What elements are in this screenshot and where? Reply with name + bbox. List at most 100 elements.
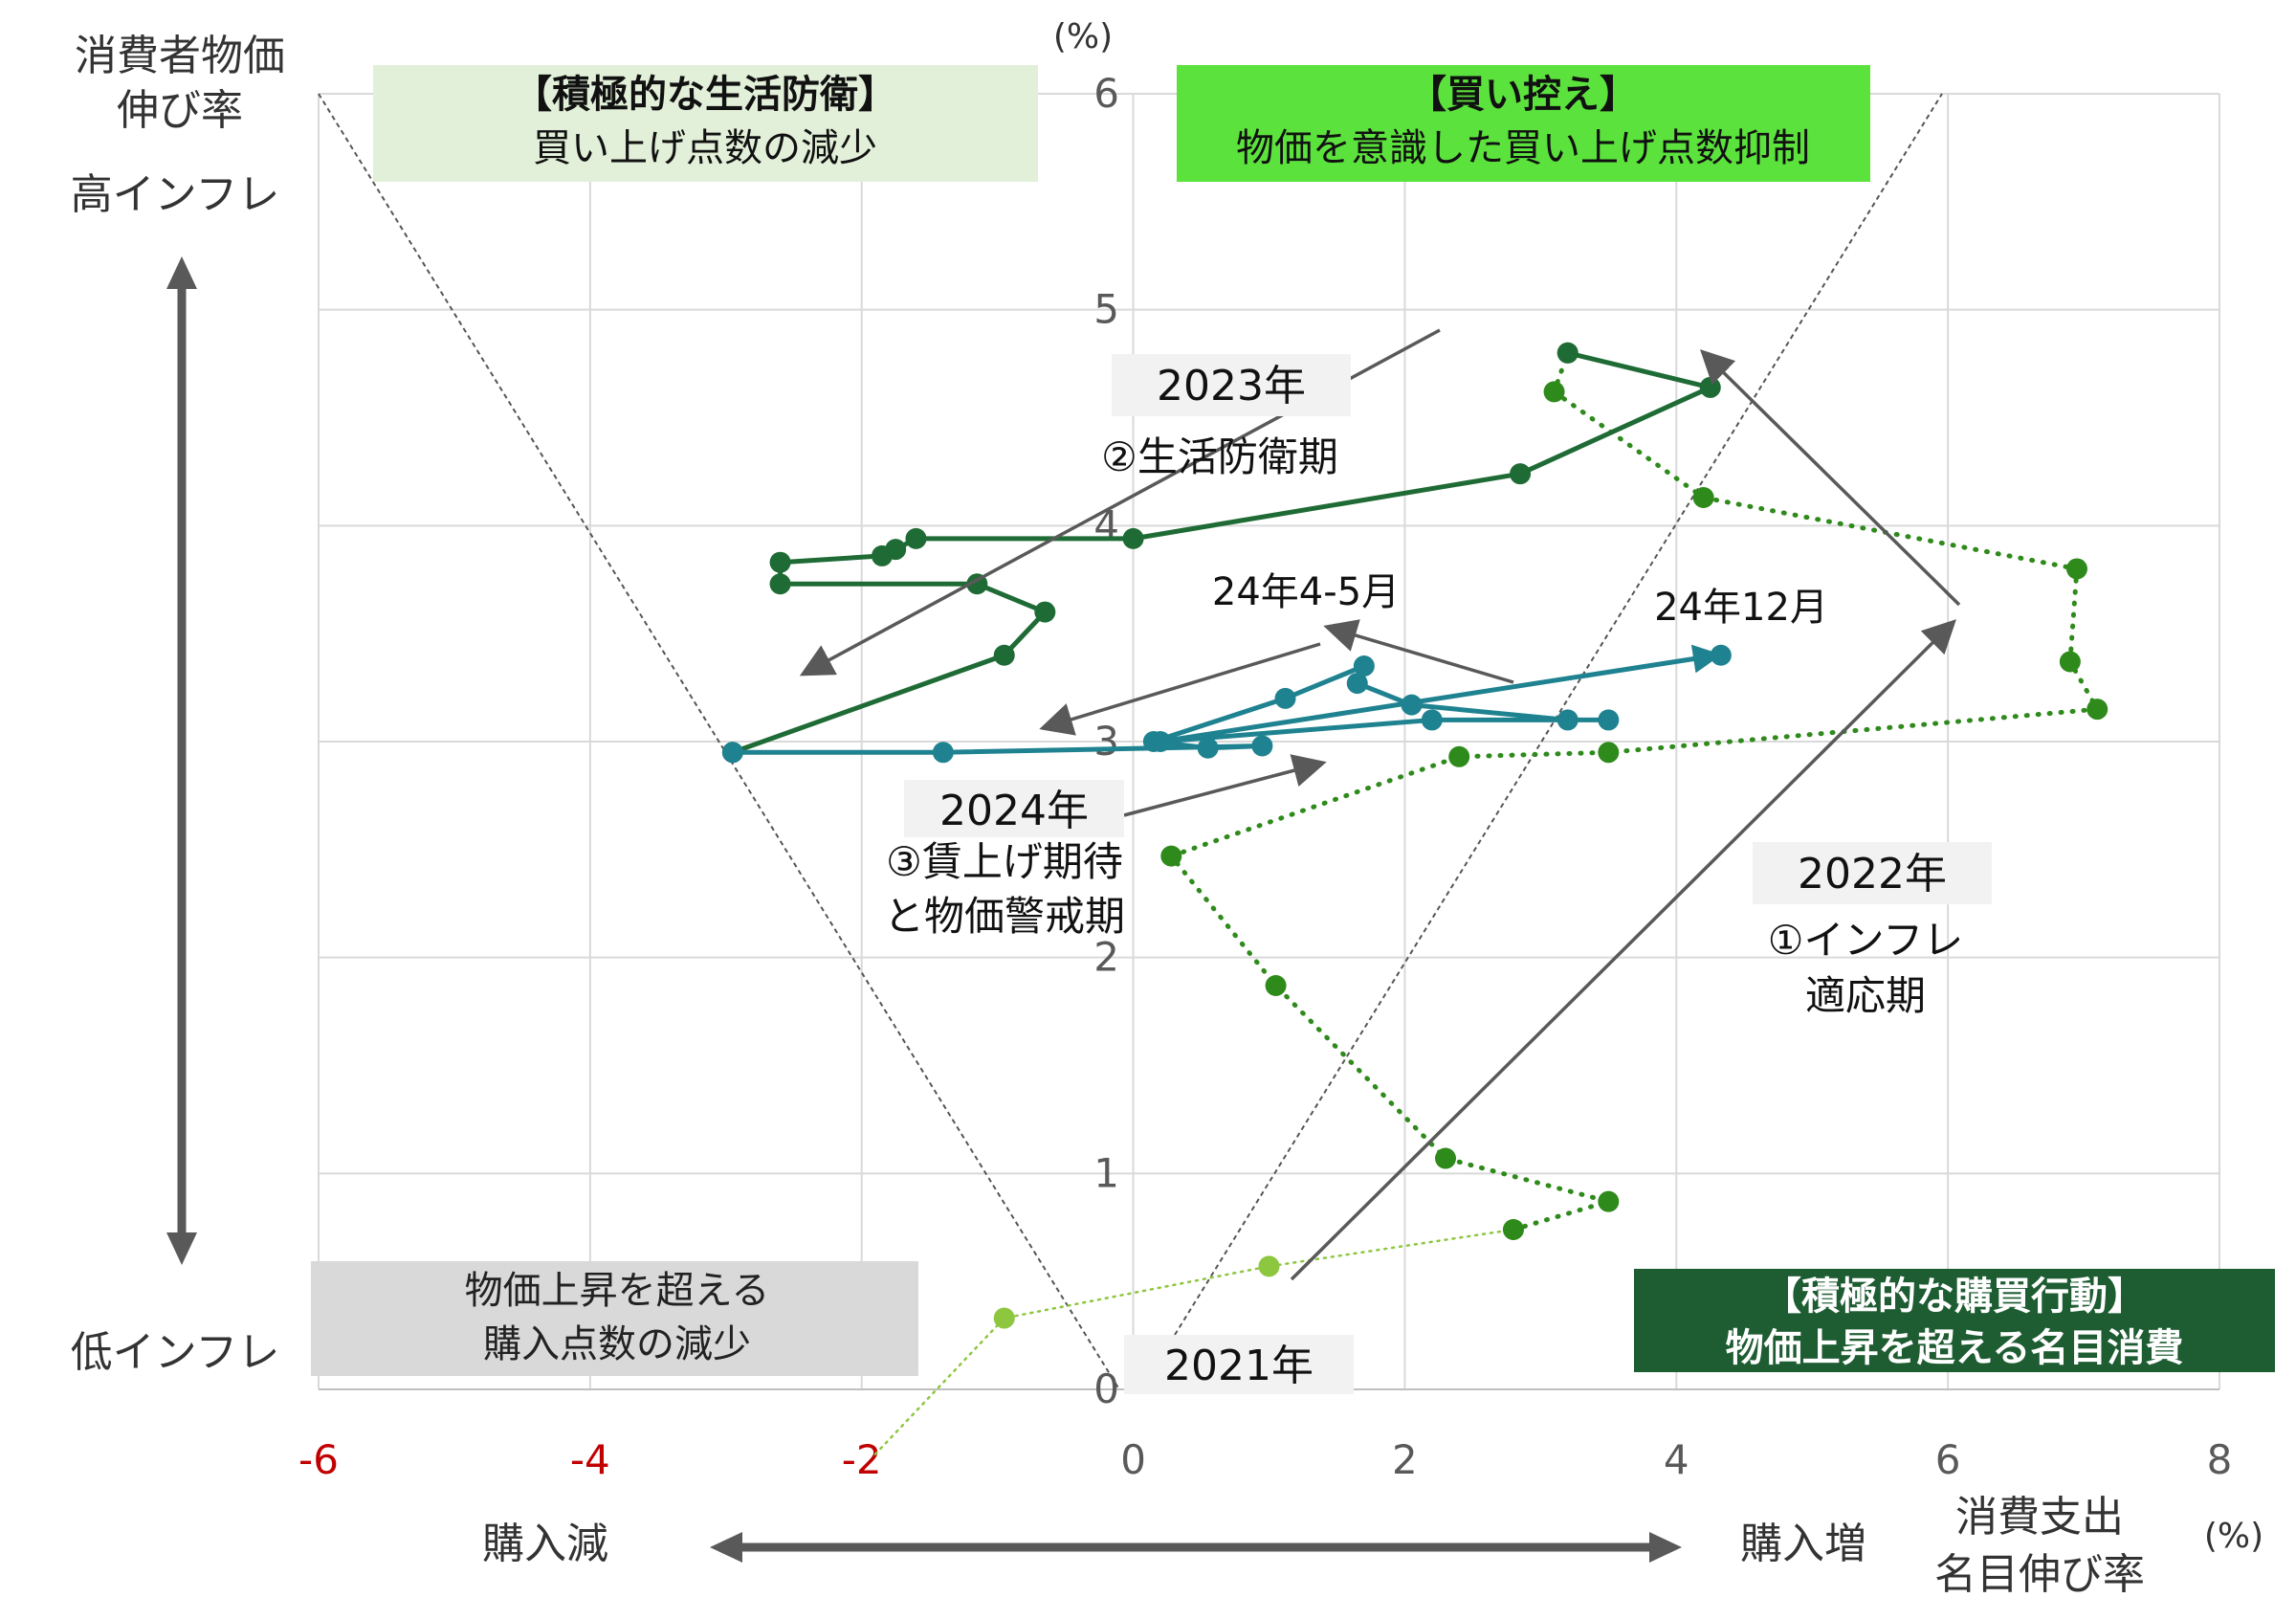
data-point [1251, 735, 1273, 757]
label-2023-year: 2023年 [1157, 362, 1306, 411]
quadrant-bottom-left-line2: 購入点数の減少 [483, 1322, 751, 1366]
data-point [2059, 651, 2081, 673]
data-point [769, 551, 791, 573]
guide-line-left-diagonal [318, 93, 1120, 1390]
quadrant-bottom-right-line2: 物価上昇を超える名目消費 [1726, 1326, 2184, 1370]
y-unit-label: (%) [1053, 17, 1113, 56]
x-axis-title-line1: 消費支出 [1955, 1493, 2124, 1542]
data-point [1122, 527, 1144, 549]
data-point [905, 527, 927, 549]
label-2022-line2: 適応期 [1805, 972, 1926, 1019]
y-axis-low-label: 低インフレ [71, 1328, 280, 1377]
quadrant-bottom-right-line1: 【積極的な購買行動】 [1763, 1275, 2146, 1319]
label-24-4-5: 24年4-5月 [1212, 570, 1400, 614]
x-unit-label: (%) [2204, 1517, 2263, 1556]
label-2024-line1: ③賃上げ期待 [886, 838, 1123, 885]
series-line [1168, 350, 2100, 1232]
data-point [1699, 376, 1721, 398]
series-line [873, 1228, 1515, 1455]
x-tick-label: 6 [1935, 1436, 1961, 1483]
y-axis-arrowhead-up [166, 256, 197, 289]
label-2022-year: 2022年 [1798, 850, 1947, 899]
quadrant-top-left-subtitle: 買い上げ点数の減少 [533, 126, 877, 170]
x-tick-label: 2 [1392, 1436, 1418, 1483]
data-point [1274, 687, 1296, 709]
arrow-2022-up [1290, 619, 1956, 1281]
x-tick-label: -4 [570, 1436, 610, 1483]
y-tick-label: 5 [1093, 286, 1119, 333]
data-point [769, 573, 791, 595]
label-2022-line1: ①インフレ [1768, 917, 1963, 964]
quadrant-top-left-title: 【積極的な生活防衛】 [514, 73, 896, 117]
data-point [1435, 1147, 1457, 1169]
quadrant-top-right-subtitle: 物価を意識した買い上げ点数抑制 [1236, 126, 1810, 170]
data-point [1710, 644, 1732, 666]
label-2024-year: 2024年 [939, 787, 1089, 835]
quadrant-bottom-left-box [311, 1261, 918, 1376]
quadrant-top-left-box [373, 65, 1038, 182]
x-tick-label: -2 [842, 1436, 882, 1483]
data-point [1598, 1190, 1620, 1212]
data-point [1448, 745, 1470, 767]
label-2024-box [904, 780, 1124, 837]
data-series [721, 342, 2108, 1455]
data-point [2086, 699, 2108, 721]
data-point [1421, 709, 1443, 731]
x-axis-right-label: 購入増 [1740, 1520, 1866, 1568]
arrow-2024-right [1123, 754, 1327, 817]
data-point [1197, 737, 1219, 759]
arrow-24-45-left [1039, 642, 1321, 736]
y-tick-label: 1 [1093, 1149, 1119, 1196]
y-axis-title-line1: 消費者物価 [75, 32, 285, 80]
y-tick-label: 0 [1093, 1365, 1119, 1412]
data-point [1556, 342, 1578, 364]
data-point [1258, 1255, 1280, 1277]
data-point [1598, 742, 1620, 764]
data-point [1353, 655, 1375, 677]
data-point [2065, 558, 2087, 580]
data-point [872, 544, 894, 566]
data-point [1556, 709, 1578, 731]
data-point [1502, 1219, 1524, 1241]
y-axis-high-label: 高インフレ [71, 170, 280, 219]
data-point [1598, 709, 1620, 731]
data-point [932, 742, 954, 764]
x-tick-label: 4 [1664, 1436, 1689, 1483]
quadrant-bottom-left-line1: 物価上昇を超える [465, 1269, 770, 1313]
y-tick-label: 6 [1093, 70, 1119, 117]
x-axis-title-line2: 名目伸び率 [1934, 1550, 2145, 1599]
data-point [1346, 673, 1368, 695]
data-point [993, 644, 1015, 666]
data-point [1401, 694, 1423, 716]
x-axis-arrowhead-right [1649, 1532, 1682, 1563]
data-point [1265, 975, 1287, 997]
x-axis-arrowhead-left [710, 1532, 742, 1563]
arrow-24-45-right [1323, 619, 1514, 684]
data-point [721, 742, 743, 764]
guide-line-right-diagonal [1174, 93, 1943, 1336]
x-axis-left-label: 購入減 [482, 1520, 608, 1568]
arrow-2022-back [1700, 349, 1961, 607]
y-axis-arrowhead-down [166, 1232, 197, 1265]
quadrant-bottom-right-box [1634, 1269, 2275, 1372]
label-2021-year: 2021年 [1164, 1342, 1314, 1390]
data-point [993, 1307, 1015, 1329]
y-tick-label: 2 [1093, 934, 1119, 981]
x-tick-labels: -6 -4 -2 0 2 4 6 8 [298, 1436, 2232, 1483]
label-2024-line2: と物価警戒期 [884, 893, 1125, 940]
data-point [1034, 601, 1056, 623]
label-2023-box [1112, 354, 1351, 416]
x-tick-label: 8 [2207, 1436, 2233, 1483]
data-point [1692, 486, 1714, 508]
quadrant-top-right-box [1177, 65, 1870, 182]
label-2023-desc: ②生活防衛期 [1101, 433, 1338, 480]
data-point [1160, 845, 1182, 867]
label-2022-box [1753, 842, 1992, 904]
label-2021-box [1124, 1335, 1354, 1394]
data-point [1510, 463, 1532, 485]
quadrant-top-right-title: 【買い控え】 [1408, 73, 1638, 117]
x-tick-label: 0 [1120, 1436, 1146, 1483]
y-axis-title-line2: 伸び率 [117, 86, 243, 135]
